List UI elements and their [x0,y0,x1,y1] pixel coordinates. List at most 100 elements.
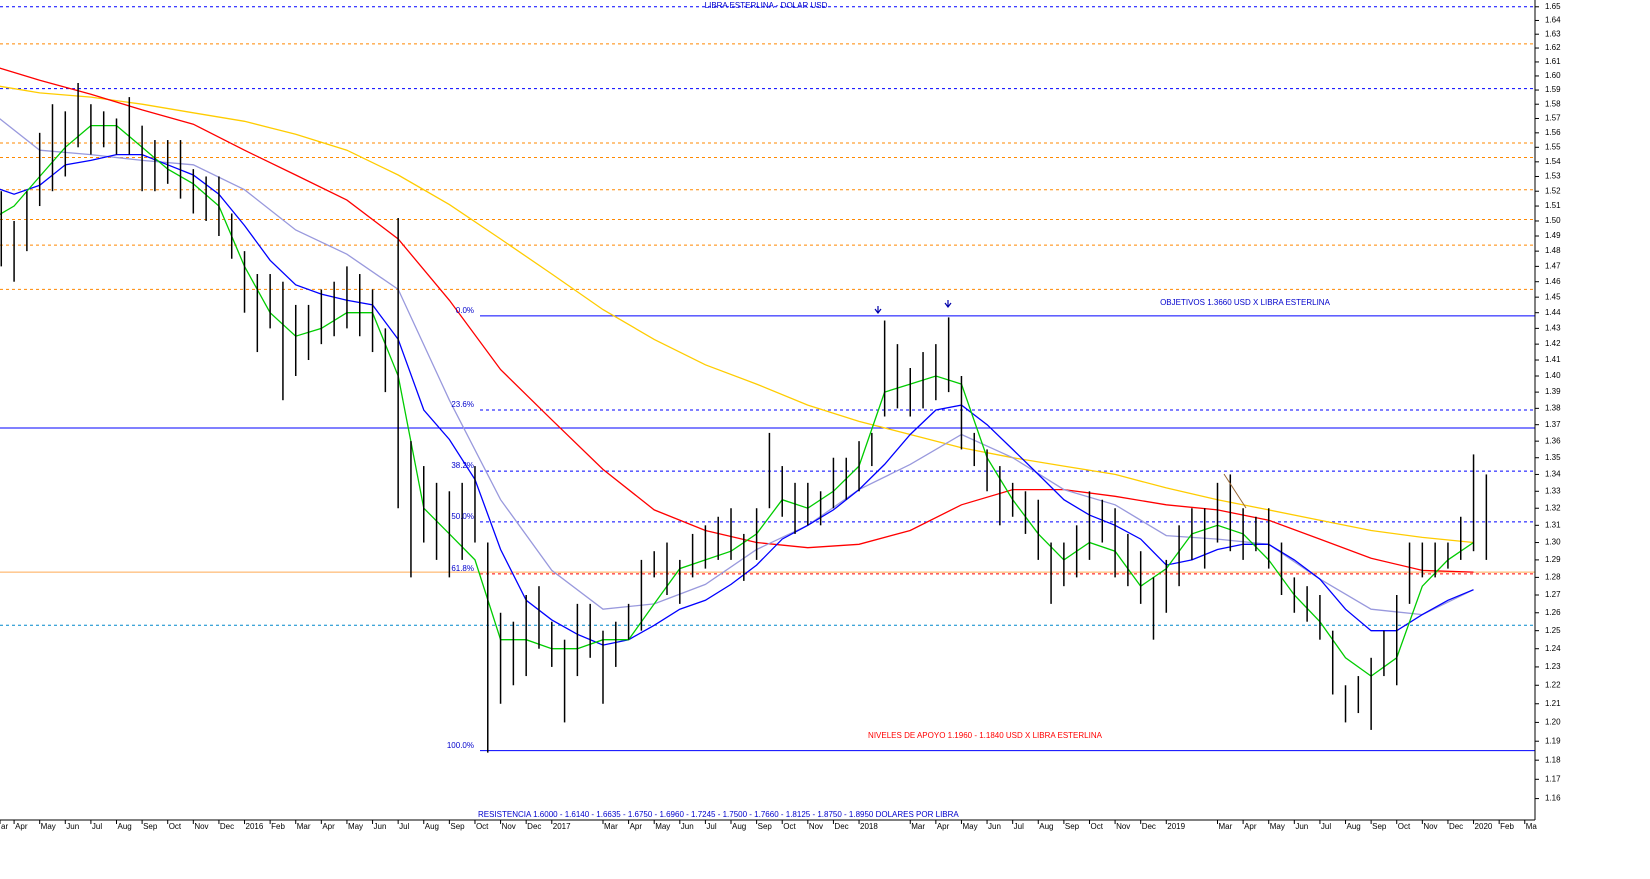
y-tick-label: 1.18 [1545,755,1561,764]
y-tick-label: 1.48 [1545,246,1561,255]
x-tick-label: Jun [374,822,387,831]
x-tick-label: Mar [297,822,311,831]
fib-label: 50.0% [451,512,474,521]
x-tick-label: 2019 [1167,822,1185,831]
x-tick-label: Jun [681,822,694,831]
x-tick-label: Aug [732,822,746,831]
x-tick-label: Nov [502,822,516,831]
y-tick-label: 1.58 [1545,99,1561,108]
x-tick-label: ar [1,822,8,831]
fib-label: 61.8% [451,564,474,573]
y-tick-label: 1.16 [1545,794,1561,803]
chart-title: LIBRA ESTERLINA - DOLAR USD [705,1,828,10]
y-tick-label: 1.21 [1545,699,1561,708]
y-tick-label: 1.52 [1545,186,1561,195]
x-tick-label: Dec [1142,822,1156,831]
y-tick-label: 1.51 [1545,201,1561,210]
y-tick-label: 1.39 [1545,387,1561,396]
y-tick-label: 1.54 [1545,157,1561,166]
ma-line [0,85,1474,544]
y-tick-label: 1.19 [1545,736,1561,745]
x-tick-label: Apr [630,822,643,831]
x-tick-label: Dec [527,822,541,831]
fib-label: 38.2% [451,461,474,470]
trend-line [1223,473,1247,509]
fib-label: 0.0% [456,306,474,315]
x-tick-label: Oct [1398,822,1411,831]
x-tick-label: Jun [66,822,79,831]
y-tick-label: 1.34 [1545,470,1561,479]
y-tick-label: 1.65 [1545,2,1561,11]
y-tick-label: 1.30 [1545,538,1561,547]
x-tick-label: Nov [1423,822,1437,831]
y-tick-label: 1.57 [1545,114,1561,123]
y-tick-label: 1.59 [1545,85,1561,94]
x-tick-label: Sep [143,822,158,831]
y-tick-label: 1.31 [1545,520,1561,529]
x-tick-label: Aug [1039,822,1053,831]
annotation: RESISTENCIA 1.6000 - 1.6140 - 1.6635 - 1… [478,810,959,819]
fib-label: 100.0% [447,741,474,750]
arrow-marker [874,306,882,314]
y-tick-label: 1.17 [1545,774,1561,783]
y-tick-label: 1.64 [1545,16,1561,25]
x-tick-label: Dec [220,822,234,831]
y-tick-label: 1.32 [1545,503,1561,512]
y-tick-label: 1.20 [1545,718,1561,727]
y-tick-label: 1.62 [1545,43,1561,52]
x-tick-label: Oct [1090,822,1103,831]
y-tick-label: 1.25 [1545,626,1561,635]
x-tick-label: 2018 [860,822,878,831]
x-tick-label: Dec [834,822,848,831]
y-tick-label: 1.56 [1545,128,1561,137]
y-tick-label: 1.50 [1545,216,1561,225]
x-tick-label: 2016 [246,822,264,831]
x-tick-label: Nov [809,822,823,831]
y-tick-label: 1.29 [1545,555,1561,564]
x-tick-label: Ma [1526,822,1538,831]
x-tick-label: May [41,822,56,831]
x-tick-label: May [655,822,670,831]
x-tick-label: 2017 [553,822,571,831]
y-tick-label: 1.63 [1545,29,1561,38]
y-tick-label: 1.27 [1545,590,1561,599]
ma-line [0,153,1474,646]
x-tick-label: Mar [604,822,618,831]
annotation: NIVELES DE APOYO 1.1960 - 1.1840 USD X L… [868,731,1103,740]
y-tick-label: 1.23 [1545,662,1561,671]
x-tick-label: Sep [1372,822,1387,831]
x-tick-label: Nov [194,822,208,831]
y-tick-label: 1.43 [1545,323,1561,332]
x-tick-label: Jul [1014,822,1024,831]
x-tick-label: Oct [169,822,182,831]
x-tick-label: Mar [1219,822,1233,831]
x-tick-label: Apr [322,822,335,831]
y-tick-label: 1.47 [1545,261,1561,270]
x-tick-label: Aug [425,822,439,831]
y-tick-label: 1.22 [1545,680,1561,689]
x-tick-label: Sep [450,822,465,831]
x-tick-label: May [348,822,363,831]
y-tick-label: 1.49 [1545,231,1561,240]
x-tick-label: Jun [1295,822,1308,831]
plot-area [0,6,1535,753]
x-tick-label: Jul [92,822,102,831]
y-tick-label: 1.40 [1545,371,1561,380]
y-tick-label: 1.41 [1545,355,1561,364]
y-tick-label: 1.45 [1545,292,1561,301]
x-tick-label: Jul [706,822,716,831]
x-tick-label: Sep [758,822,773,831]
x-tick-label: Nov [1116,822,1130,831]
x-tick-label: Jun [988,822,1001,831]
fib-label: 23.6% [451,400,474,409]
x-tick-label: Jul [1321,822,1331,831]
x-tick-label: Apr [937,822,950,831]
y-tick-label: 1.38 [1545,403,1561,412]
x-tick-label: Sep [1065,822,1080,831]
ma-line [0,118,1474,616]
y-tick-label: 1.44 [1545,308,1561,317]
y-tick-label: 1.24 [1545,644,1561,653]
x-tick-label: May [1270,822,1285,831]
